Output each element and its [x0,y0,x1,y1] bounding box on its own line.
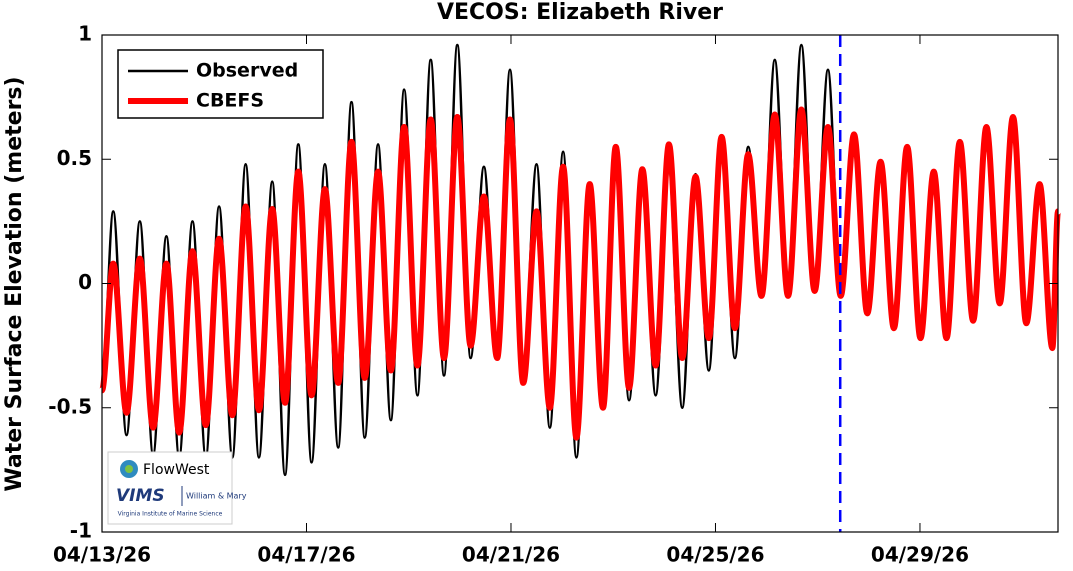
y-tick-label: -0.5 [48,394,92,418]
x-tick-label: 04/17/26 [257,543,355,567]
logo-text: William & Mary [186,492,247,501]
logo-text: Virginia Institute of Marine Science [118,511,223,518]
x-tick-label: 04/29/26 [871,543,969,567]
x-tick-label: 04/25/26 [666,543,764,567]
series-line [100,43,842,477]
logo-icon [125,465,133,473]
y-tick-label: 0 [78,270,92,294]
y-axis-label: Water Surface Elevation (meters) [2,76,27,491]
x-tick-label: 04/13/26 [53,543,151,567]
x-tick-label: 04/21/26 [462,543,560,567]
legend-box [117,49,324,119]
legend: Observed CBEFS [117,49,324,119]
logo-text: FlowWest [143,462,210,478]
logo-text: VIMS [116,486,165,506]
legend-label: Observed [196,60,298,82]
logo: FlowWest VIMS William & Mary Virginia In… [107,451,247,525]
chart-title: VECOS: Elizabeth River [437,0,723,25]
legend-label: CBEFS [196,90,264,112]
y-tick-label: 0.5 [57,146,92,170]
series-line [99,106,1061,441]
y-tick-label: 1 [78,22,92,46]
y-tick-label: -1 [70,519,92,543]
marks [99,35,1061,532]
